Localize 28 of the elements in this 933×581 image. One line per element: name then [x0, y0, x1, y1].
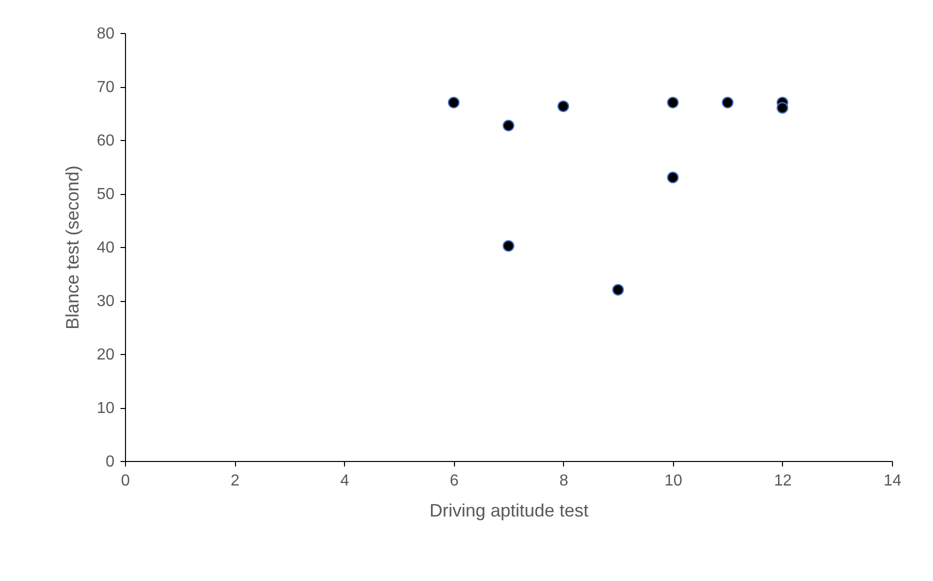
- x-axis-title: Driving aptitude test: [429, 500, 589, 520]
- x-tick-label: 4: [340, 472, 350, 490]
- point: [776, 102, 788, 114]
- point: [667, 96, 679, 108]
- y-tick-label: 20: [96, 346, 115, 364]
- point: [448, 96, 460, 108]
- x-tick-label: 14: [884, 472, 902, 490]
- point: [502, 240, 514, 252]
- x-tick-label: 10: [664, 472, 682, 490]
- x-tick-label: 12: [774, 472, 792, 490]
- y-tick-label: 40: [96, 240, 115, 256]
- point: [612, 284, 624, 296]
- y-tick-label: 0: [106, 454, 115, 470]
- y-tick-label: 50: [96, 186, 115, 203]
- point: [722, 96, 734, 108]
- y-tick-label: 60: [96, 132, 115, 150]
- x-tick-label: 0: [121, 472, 130, 490]
- y-axis-title: Blance test (second): [62, 165, 83, 330]
- x-tick-label: 2: [230, 472, 240, 490]
- y-tick-label: 30: [96, 293, 115, 310]
- y-tick-label: 80: [96, 26, 115, 42]
- point: [502, 120, 514, 132]
- point: [557, 100, 570, 112]
- y-tick-label: 10: [96, 400, 115, 417]
- x-tick-label: 8: [559, 472, 568, 490]
- point: [667, 172, 679, 184]
- y-tick-label: 70: [96, 79, 115, 96]
- x-tick-label: 6: [450, 472, 459, 490]
